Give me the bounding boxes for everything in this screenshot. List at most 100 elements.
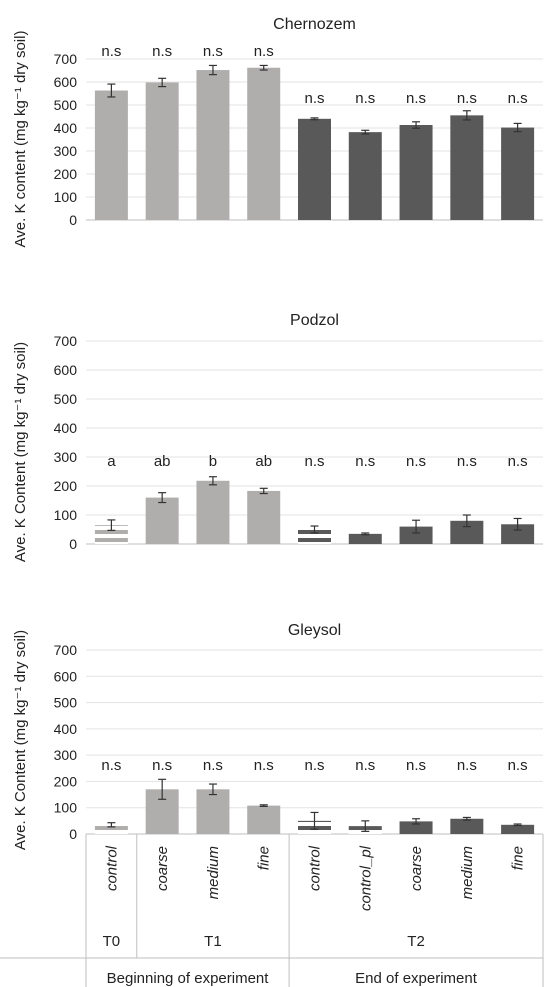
y-tick-label: 300	[54, 143, 78, 159]
significance-label: n.s	[101, 43, 121, 60]
time-group-label: T0	[103, 933, 121, 950]
significance-label: n.s	[457, 757, 477, 774]
y-axis-label: Ave. K Content (mg kg⁻¹ dry soil)	[12, 342, 29, 562]
y-tick-label: 100	[54, 800, 78, 816]
category-label: control	[103, 845, 120, 891]
y-tick-label: 400	[54, 721, 78, 737]
y-tick-label: 500	[54, 97, 78, 113]
significance-label: n.s	[254, 757, 274, 774]
significance-label: n.s	[457, 453, 477, 470]
y-tick-label: 500	[54, 391, 78, 407]
y-tick-label: 600	[54, 362, 78, 378]
significance-label: n.s	[406, 453, 426, 470]
significance-label: n.s	[304, 90, 324, 107]
y-tick-label: 200	[54, 166, 78, 182]
significance-label: n.s	[152, 757, 172, 774]
phase-group-label: Beginning of experiment	[107, 970, 270, 987]
y-tick-label: 500	[54, 695, 78, 711]
bar-chernozem-0	[94, 90, 128, 220]
y-tick-label: 0	[69, 212, 77, 228]
significance-label: n.s	[355, 453, 375, 470]
significance-label: n.s	[508, 453, 528, 470]
y-tick-label: 200	[54, 478, 78, 494]
significance-label: n.s	[508, 90, 528, 107]
bar-chernozem-7	[450, 115, 484, 220]
chart-panel-gleysol: 0 100 200 300 400 500 600 700 Gleysol Ave. K Cont…	[12, 622, 543, 850]
bar-gleysol-6	[399, 821, 433, 834]
significance-label: n.s	[304, 757, 324, 774]
time-group-label: T1	[204, 933, 222, 950]
bar-podzol-7	[450, 520, 484, 544]
category-label: control_pl	[357, 845, 374, 911]
bar-gleysol-8	[501, 824, 535, 834]
y-tick-label: 400	[54, 120, 78, 136]
bar-gleysol-0	[94, 824, 128, 834]
category-label: coarse	[154, 846, 171, 891]
category-label: control	[307, 845, 324, 891]
significance-label: n.s	[406, 90, 426, 107]
y-tick-label: 100	[54, 189, 78, 205]
chart-panel-podzol: 0 100 200 300 400 500 600 700 Podzol Ave. K Conte…	[12, 312, 543, 562]
y-tick-label: 700	[54, 642, 78, 658]
y-tick-label: 700	[54, 51, 78, 67]
bar-podzol-3	[247, 490, 281, 544]
bar-gleysol-3	[247, 805, 281, 834]
bar-chernozem-6	[399, 125, 433, 220]
category-label: fine	[510, 846, 527, 870]
significance-label: n.s	[508, 757, 528, 774]
phase-group-label: End of experiment	[355, 970, 478, 987]
bar-podzol-2	[196, 480, 230, 544]
bar-chernozem-2	[196, 70, 230, 220]
y-tick-label: 600	[54, 74, 78, 90]
significance-label: n.s	[254, 43, 274, 60]
bar-gleysol-7	[450, 818, 484, 834]
significance-label: n.s	[304, 453, 324, 470]
bar-chernozem-8	[501, 127, 535, 220]
category-label: medium	[205, 846, 222, 899]
significance-label: ab	[154, 453, 171, 470]
bar-chernozem-3	[247, 67, 281, 221]
bar-podzol-4	[298, 529, 331, 544]
y-axis-label: Ave. K Content (mg kg⁻¹ dry soil)	[12, 630, 29, 850]
y-tick-label: 0	[69, 536, 77, 552]
significance-label: n.s	[457, 90, 477, 107]
significance-label: n.s	[152, 43, 172, 60]
bar-podzol-6	[399, 526, 433, 544]
chart-title: Podzol	[290, 312, 339, 329]
y-tick-label: 300	[54, 747, 78, 763]
time-group-label: T2	[407, 933, 425, 950]
y-axis-label: Ave. K content (mg kg⁻¹ dry soil)	[12, 31, 29, 248]
y-tick-label: 0	[69, 826, 77, 842]
bar-chernozem-4	[298, 118, 331, 220]
significance-label: a	[107, 453, 116, 470]
chart-title: Gleysol	[288, 622, 341, 639]
category-axis: control coarse medium fine control control_pl…	[0, 834, 544, 987]
bar-chernozem-5	[348, 132, 382, 220]
significance-label: n.s	[101, 757, 121, 774]
category-label: coarse	[408, 846, 425, 891]
y-tick-label: 600	[54, 668, 78, 684]
chart-title: Chernozem	[273, 16, 356, 33]
category-label: fine	[256, 846, 273, 870]
category-label: medium	[459, 846, 476, 899]
y-tick-label: 700	[54, 333, 78, 349]
bar-podzol-1	[145, 497, 179, 544]
y-tick-label: 100	[54, 507, 78, 523]
y-tick-label: 400	[54, 420, 78, 436]
significance-label: ab	[255, 453, 272, 470]
bar-podzol-5	[348, 533, 382, 544]
bar-podzol-8	[501, 524, 535, 544]
bar-podzol-0	[94, 525, 128, 544]
y-tick-label: 200	[54, 773, 78, 789]
bar-gleysol-2	[196, 789, 230, 834]
significance-label: b	[209, 453, 217, 470]
significance-label: n.s	[355, 757, 375, 774]
bar-chernozem-1	[145, 82, 179, 221]
chart-panel-chernozem: 0 100 200 300 400 500 600 700 Chernozem Ave. K co…	[12, 16, 543, 247]
significance-label: n.s	[203, 757, 223, 774]
significance-label: n.s	[203, 43, 223, 60]
significance-label: n.s	[355, 90, 375, 107]
y-tick-label: 300	[54, 449, 78, 465]
significance-label: n.s	[406, 757, 426, 774]
